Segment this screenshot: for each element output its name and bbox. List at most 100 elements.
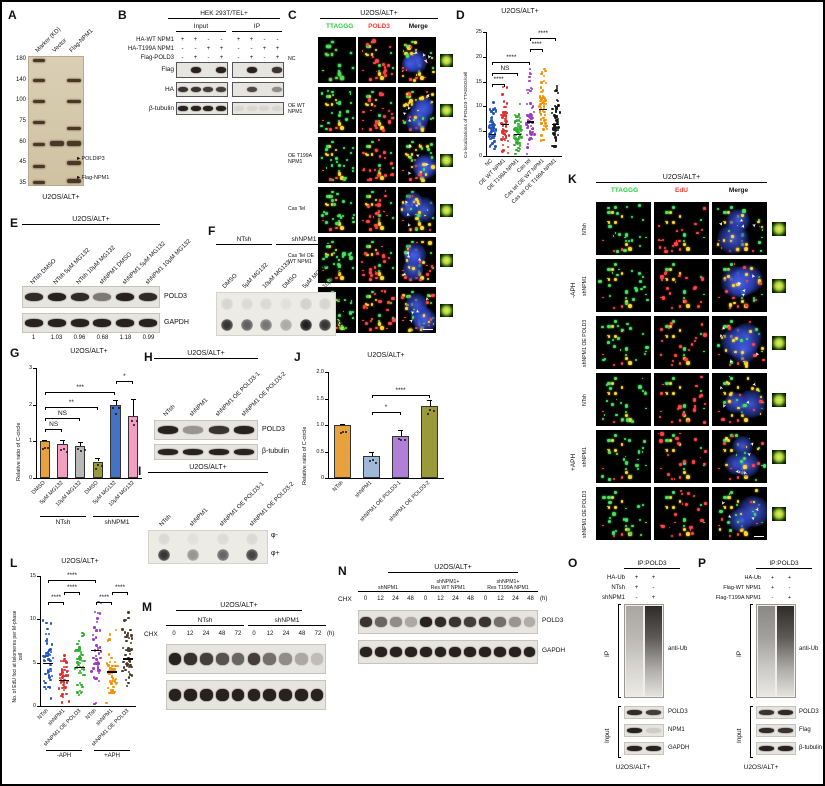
speck (620, 305, 624, 308)
gel-band (67, 127, 81, 130)
band (523, 647, 536, 657)
pt (551, 107, 554, 110)
dotrow (149, 547, 267, 563)
pt (111, 675, 114, 679)
speck (322, 69, 324, 72)
tp: 12 (497, 596, 504, 602)
pt (83, 659, 86, 662)
bandcell (215, 103, 228, 114)
speck (758, 241, 761, 244)
channel-headers: TTAGGG POLD3 Merge (320, 23, 438, 30)
speck (731, 235, 735, 239)
speck (674, 512, 678, 516)
pt (45, 638, 48, 641)
speck (329, 159, 332, 162)
speck (698, 395, 701, 398)
speck (719, 509, 723, 513)
pt (94, 677, 97, 681)
pt (543, 113, 546, 117)
err (429, 400, 431, 407)
speck (403, 104, 407, 108)
dot (240, 318, 253, 331)
pt (529, 112, 532, 116)
panel-k: K U2OS/ALT+ TTAGGG EdU Merge -APH +APH NTs… (568, 172, 823, 562)
speck (728, 230, 731, 233)
speck (730, 320, 734, 323)
speck (737, 406, 740, 409)
speck (643, 285, 646, 289)
pt (92, 656, 95, 660)
bdot (341, 430, 344, 433)
pt (78, 661, 82, 665)
speck (736, 224, 739, 227)
band (234, 106, 245, 111)
speck (405, 108, 408, 111)
panel-m: M U2OS/ALT+ NTsh shNPM1 CHX 0 12 24 48 72 0 12… (142, 600, 336, 784)
if-row-label: shNPM1 OE POLD3 (582, 489, 588, 538)
speck (690, 343, 694, 346)
pt (529, 114, 532, 118)
pt (74, 649, 77, 653)
speck (723, 438, 727, 443)
ifrow: shNPM1 OE POLD3 ➤ ➤ ➤ ➤ (582, 314, 823, 371)
speck (740, 339, 744, 343)
pt (76, 649, 80, 652)
speck (408, 102, 411, 105)
pt (490, 110, 493, 113)
npm1-blot-label: NPM1 (668, 727, 685, 733)
pt (106, 662, 109, 665)
speck (368, 295, 372, 299)
speck (606, 220, 609, 223)
sig (492, 84, 505, 88)
speck (726, 274, 730, 279)
speck (612, 363, 616, 367)
pt (49, 697, 53, 700)
pold3-blot (22, 286, 160, 308)
speck (409, 99, 413, 103)
qn: 0.68 (96, 335, 109, 341)
bdot (397, 437, 400, 440)
speck (686, 419, 690, 423)
speck (674, 353, 678, 357)
speck (624, 470, 629, 475)
ifrow: NTsh ➤ ➤ ➤ ➤ (582, 371, 823, 428)
pt (124, 654, 127, 657)
pt (525, 123, 529, 126)
pt (530, 113, 534, 117)
band (263, 653, 276, 665)
speck (687, 492, 691, 496)
pt (489, 137, 492, 141)
speck (614, 263, 618, 266)
speck (337, 100, 342, 105)
speck (638, 272, 642, 276)
speck (413, 115, 418, 120)
speck (406, 194, 409, 197)
speck (660, 467, 662, 470)
speck (693, 285, 697, 289)
pt (552, 125, 556, 129)
speck (689, 529, 692, 531)
band (508, 647, 521, 657)
speck (740, 299, 745, 304)
band (246, 67, 257, 73)
xlab45: NTsh (37, 708, 51, 722)
speck (614, 434, 618, 437)
speck (415, 177, 418, 180)
pt (130, 634, 133, 637)
speck (337, 269, 340, 272)
bar (333, 425, 352, 478)
speck (406, 259, 409, 262)
speck (678, 329, 682, 332)
speck (618, 268, 620, 271)
ifhead: POLD3 (368, 23, 390, 30)
speck (366, 203, 369, 207)
pt (553, 104, 557, 108)
speck (679, 432, 681, 435)
pmval: - (237, 45, 240, 52)
pt (98, 662, 101, 665)
speck (352, 221, 355, 224)
speck (675, 436, 679, 441)
speck (664, 249, 668, 253)
lanelab: shNPM1 OE POLD3-2 (240, 371, 288, 418)
pt (127, 616, 130, 619)
